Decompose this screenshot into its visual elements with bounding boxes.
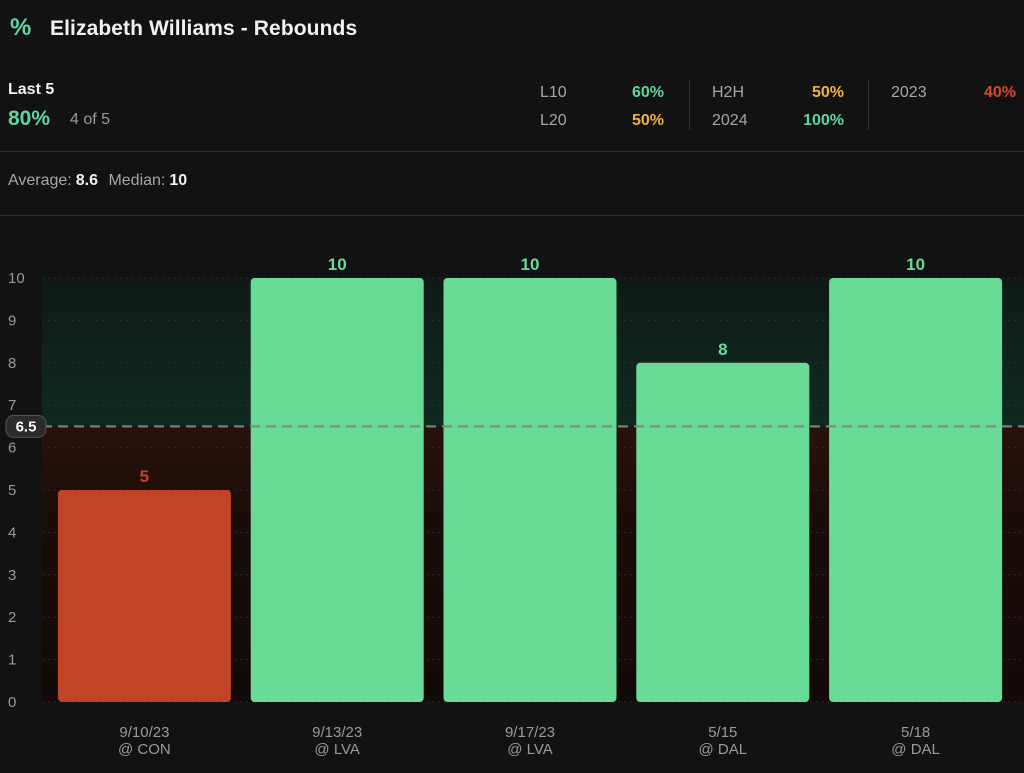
bar-value-label: 10 [328,255,347,274]
x-tick-label: 5/15 [708,724,737,741]
split-value-l20: 50% [631,112,664,129]
x-tick-label: 9/13/23 [312,724,362,741]
percent-icon: % [10,14,32,41]
split-value-2024: 100% [803,112,844,129]
summary-label: Last 5 [8,81,55,98]
bar [636,362,810,702]
split-label-l20: L20 [540,112,567,129]
bar [443,278,617,702]
y-tick-label: 5 [8,482,16,499]
median-label: Median: [108,172,166,189]
hit-rate-summary: Last 5 80% 4 of 5 [0,75,1024,150]
bar [57,490,231,702]
split-label-l10: L10 [540,84,567,101]
y-tick-label: 7 [8,397,16,414]
split-label-2023: 2023 [891,84,927,101]
header: % Elizabeth Williams - Rebounds [0,0,1024,60]
bar-value-label: 8 [718,340,727,359]
divider [689,80,690,130]
divider [868,80,869,130]
x-opponent-label: @ LVA [507,741,553,758]
split-value-2023: 40% [983,84,1016,101]
y-tick-label: 9 [8,312,16,329]
y-tick-label: 2 [8,609,16,626]
averages-row: Average: 8.6 Median: 10 [8,172,193,190]
summary-count: 4 of 5 [70,111,111,128]
bar [250,278,424,702]
x-opponent-label: @ CON [118,741,171,758]
split-label-h2h: H2H [712,84,745,101]
split-label-2024: 2024 [712,112,748,129]
x-tick-label: 9/17/23 [505,724,555,741]
y-tick-label: 10 [8,270,25,287]
x-opponent-label: @ DAL [699,741,748,758]
y-tick-label: 1 [8,652,16,669]
prop-line-value: 6.5 [16,418,37,435]
x-opponent-label: @ DAL [891,741,940,758]
divider [0,151,1024,152]
bar [829,278,1003,702]
median-value: 10 [169,172,188,189]
y-tick-label: 4 [8,524,16,541]
bar-value-label: 10 [906,255,925,274]
split-value-h2h: 50% [811,84,844,101]
split-value-l10: 60% [631,84,664,101]
average-value: 8.6 [75,172,98,189]
y-tick-label: 6 [8,440,16,457]
bar-value-label: 5 [140,467,149,486]
y-tick-label: 3 [8,567,16,584]
x-opponent-label: @ LVA [314,741,360,758]
summary-pct: 80% [8,107,51,130]
x-tick-label: 5/18 [901,724,930,741]
prop-line-badge [5,414,47,438]
divider [0,215,1024,216]
x-tick-label: 9/10/23 [119,724,169,741]
y-tick-label: 8 [8,355,16,372]
y-tick-label: 0 [8,694,16,711]
page-title: Elizabeth Williams - Rebounds [50,17,358,40]
bar-value-label: 10 [521,255,540,274]
average-label: Average: [8,172,72,189]
